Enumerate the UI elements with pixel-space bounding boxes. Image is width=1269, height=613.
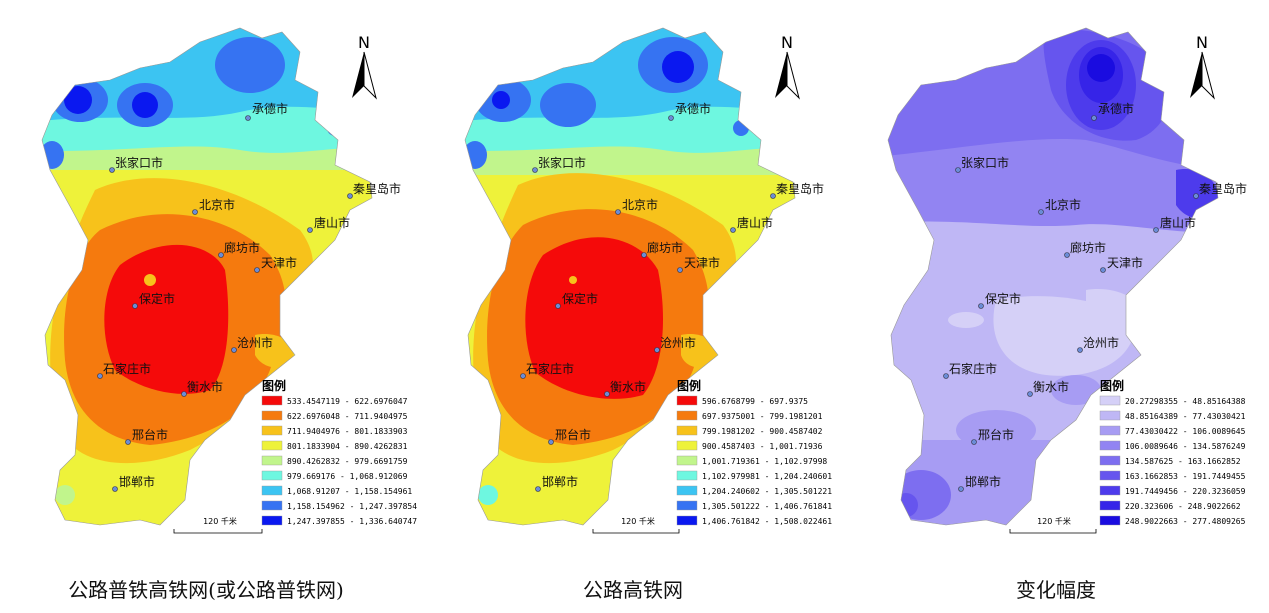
city-label-zhangjiakou: 张家口市 (115, 155, 163, 170)
svg-text:120 千米: 120 千米 (621, 516, 655, 526)
svg-text:220.323606 - 248.9022662: 220.323606 - 248.9022662 (1125, 502, 1241, 511)
svg-text:191.7449456 - 220.3236059: 191.7449456 - 220.3236059 (1125, 487, 1246, 496)
panel-caption: 变化幅度 (1016, 578, 1096, 602)
city-label-cangzhou: 沧州市 (237, 335, 273, 350)
svg-text:1,068.91207 - 1,158.154961: 1,068.91207 - 1,158.154961 (287, 487, 412, 496)
svg-text:1,204.240602 - 1,305.501221: 1,204.240602 - 1,305.501221 (702, 487, 832, 496)
svg-text:N: N (781, 33, 793, 52)
svg-text:163.1662853 - 191.7449455: 163.1662853 - 191.7449455 (1125, 472, 1246, 481)
svg-text:979.669176 - 1,068.912069: 979.669176 - 1,068.912069 (287, 472, 408, 481)
svg-text:图例: 图例 (677, 378, 701, 393)
svg-text:1,305.501222 - 1,406.761841: 1,305.501222 - 1,406.761841 (702, 502, 832, 511)
panel-caption: 公路普铁高铁网(或公路普铁网) (68, 578, 344, 602)
city-label-tianjin: 天津市 (261, 255, 297, 270)
svg-text:134.587625 - 163.1662852: 134.587625 - 163.1662852 (1125, 457, 1241, 466)
svg-text:唐山市: 唐山市 (1160, 215, 1196, 230)
svg-text:图例: 图例 (262, 378, 286, 393)
svg-text:邢台市: 邢台市 (978, 427, 1014, 442)
panel-caption: 公路高铁网 (583, 578, 683, 602)
svg-text:张家口市: 张家口市 (961, 155, 1009, 170)
map-legend: 图例 533.4547119 - 622.6976047 622.6976048… (261, 378, 417, 526)
north-arrow: N (352, 33, 377, 100)
city-label-chengde: 承德市 (252, 101, 288, 116)
north-arrow: N (1190, 33, 1215, 100)
svg-text:秦皇岛市: 秦皇岛市 (776, 181, 824, 196)
svg-text:承德市: 承德市 (675, 101, 711, 116)
svg-text:廊坊市: 廊坊市 (647, 240, 683, 255)
svg-text:衡水市: 衡水市 (610, 379, 646, 394)
svg-text:承德市: 承德市 (1098, 101, 1134, 116)
svg-text:保定市: 保定市 (985, 291, 1021, 306)
svg-text:廊坊市: 廊坊市 (1070, 240, 1106, 255)
svg-text:106.0089646 - 134.5876249: 106.0089646 - 134.5876249 (1125, 442, 1246, 451)
svg-text:保定市: 保定市 (562, 291, 598, 306)
svg-text:900.4587403 - 1,001.71936: 900.4587403 - 1,001.71936 (702, 442, 823, 451)
city-label-langfang: 廊坊市 (224, 240, 260, 255)
scale-bar: 120 千米 (592, 516, 680, 534)
svg-text:沧州市: 沧州市 (1083, 335, 1119, 350)
city-label-beijing: 北京市 (199, 197, 235, 212)
svg-text:北京市: 北京市 (1045, 197, 1081, 212)
svg-text:天津市: 天津市 (684, 255, 720, 270)
svg-text:890.4262832 - 979.6691759: 890.4262832 - 979.6691759 (287, 457, 408, 466)
svg-text:711.9404976 - 801.1833903: 711.9404976 - 801.1833903 (287, 427, 408, 436)
choropleth-map-1: N 承德市 张家口市 秦皇岛市 北京市 唐山市 廊坊市 天津市 保定市 沧州市 … (41, 27, 417, 534)
svg-text:48.85164389 - 77.43030421: 48.85164389 - 77.43030421 (1125, 412, 1246, 421)
svg-text:张家口市: 张家口市 (538, 155, 586, 170)
svg-text:邯郸市: 邯郸市 (965, 474, 1001, 489)
svg-text:20.27298355 - 48.85164388: 20.27298355 - 48.85164388 (1125, 397, 1246, 406)
svg-text:77.43030422 - 106.0089645: 77.43030422 - 106.0089645 (1125, 427, 1246, 436)
choropleth-map-2: N 承德市 张家口市 秦皇岛市 北京市 唐山市 廊坊市 天津市 保定市 沧州市 … (464, 27, 832, 534)
city-markers: 承德市 张家口市 秦皇岛市 北京市 唐山市 廊坊市 天津市 保定市 沧州市 石家… (520, 101, 824, 492)
city-label-handan: 邯郸市 (119, 474, 155, 489)
svg-text:N: N (358, 33, 370, 52)
svg-text:石家庄市: 石家庄市 (526, 361, 574, 376)
city-label-xingtai: 邢台市 (132, 427, 168, 442)
svg-text:1,406.761842 - 1,508.022461: 1,406.761842 - 1,508.022461 (702, 517, 832, 526)
city-label-baoding: 保定市 (139, 291, 175, 306)
svg-text:邯郸市: 邯郸市 (542, 474, 578, 489)
svg-text:799.1981202 - 900.4587402: 799.1981202 - 900.4587402 (702, 427, 823, 436)
svg-text:唐山市: 唐山市 (737, 215, 773, 230)
svg-text:120 千米: 120 千米 (1037, 516, 1071, 526)
svg-text:1,001.719361 - 1,102.97998: 1,001.719361 - 1,102.97998 (702, 457, 827, 466)
svg-text:秦皇岛市: 秦皇岛市 (1199, 181, 1247, 196)
svg-text:北京市: 北京市 (622, 197, 658, 212)
svg-text:邢台市: 邢台市 (555, 427, 591, 442)
svg-text:596.6768799 - 697.9375: 596.6768799 - 697.9375 (702, 397, 808, 406)
scale-bar: 120 千米 (1009, 516, 1097, 534)
north-arrow: N (775, 33, 800, 100)
city-label-shijiazhuang: 石家庄市 (103, 361, 151, 376)
svg-text:石家庄市: 石家庄市 (949, 361, 997, 376)
city-markers: 承德市 张家口市 秦皇岛市 北京市 唐山市 廊坊市 天津市 保定市 沧州市 石家… (97, 101, 401, 492)
city-label-tangshan: 唐山市 (314, 215, 350, 230)
svg-text:沧州市: 沧州市 (660, 335, 696, 350)
svg-text:622.6976048 - 711.9404975: 622.6976048 - 711.9404975 (287, 412, 408, 421)
map-panel-3: N 承德市 张家口市 秦皇岛市 北京市 唐山市 廊坊市 天津市 保定市 沧州市 … (846, 0, 1266, 613)
map-panel-1: N 承德市 张家口市 秦皇岛市 北京市 唐山市 廊坊市 天津市 保定市 沧州市 … (0, 0, 420, 613)
svg-text:248.9022663 - 277.4809265: 248.9022663 - 277.4809265 (1125, 517, 1246, 526)
svg-text:1,102.979981 - 1,204.240601: 1,102.979981 - 1,204.240601 (702, 472, 832, 481)
svg-text:697.9375001 - 799.1981201: 697.9375001 - 799.1981201 (702, 412, 823, 421)
svg-text:衡水市: 衡水市 (1033, 379, 1069, 394)
svg-text:N: N (1196, 33, 1208, 52)
svg-text:1,247.397855 - 1,336.640747: 1,247.397855 - 1,336.640747 (287, 517, 417, 526)
svg-text:图例: 图例 (1100, 378, 1124, 393)
city-label-hengshui: 衡水市 (187, 379, 223, 394)
map-legend: 图例 596.6768799 - 697.9375 697.9375001 - … (676, 378, 832, 526)
city-label-qinhuangdao: 秦皇岛市 (353, 181, 401, 196)
choropleth-map-3: N 承德市 张家口市 秦皇岛市 北京市 唐山市 廊坊市 天津市 保定市 沧州市 … (887, 27, 1247, 534)
map-legend: 图例 20.27298355 - 48.85164388 48.85164389… (1099, 378, 1246, 526)
svg-text:801.1833904 - 890.4262831: 801.1833904 - 890.4262831 (287, 442, 408, 451)
svg-text:533.4547119 - 622.6976047: 533.4547119 - 622.6976047 (287, 397, 408, 406)
map-panel-2: N 承德市 张家口市 秦皇岛市 北京市 唐山市 廊坊市 天津市 保定市 沧州市 … (423, 0, 843, 613)
svg-text:天津市: 天津市 (1107, 255, 1143, 270)
svg-text:120 千米: 120 千米 (203, 516, 237, 526)
city-markers: 承德市 张家口市 秦皇岛市 北京市 唐山市 廊坊市 天津市 保定市 沧州市 石家… (943, 101, 1247, 492)
scale-bar: 120 千米 (173, 516, 263, 534)
svg-text:1,158.154962 - 1,247.397854: 1,158.154962 - 1,247.397854 (287, 502, 417, 511)
